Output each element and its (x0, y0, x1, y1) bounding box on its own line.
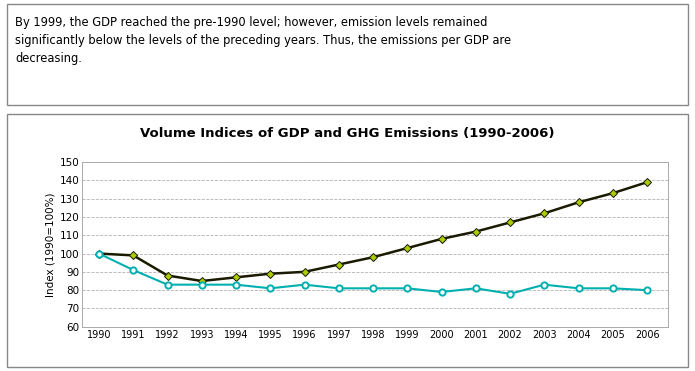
FancyBboxPatch shape (7, 4, 688, 105)
Y-axis label: Index (1990=100%): Index (1990=100%) (45, 192, 55, 297)
Text: By 1999, the GDP reached the pre-1990 level; however, emission levels remained
s: By 1999, the GDP reached the pre-1990 le… (15, 16, 512, 65)
FancyBboxPatch shape (7, 114, 688, 367)
Text: Volume Indices of GDP and GHG Emissions (1990-2006): Volume Indices of GDP and GHG Emissions … (140, 127, 555, 139)
